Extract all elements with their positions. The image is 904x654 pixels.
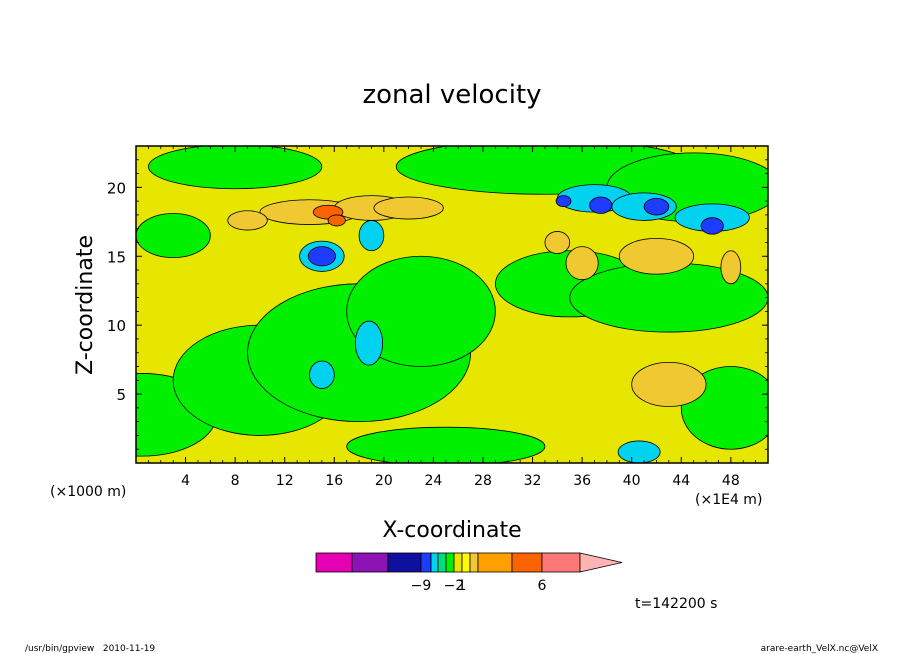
- colorbar-label: 6: [538, 578, 547, 594]
- colorbar-segment: [437, 552, 447, 573]
- red-region: [327, 214, 346, 227]
- x-tick-label: 36: [573, 473, 591, 489]
- x-unit-label: (×1E4 m): [695, 492, 762, 508]
- colorbar-label: 1: [458, 578, 467, 594]
- time-label: t=142200 s: [635, 596, 717, 612]
- colorbar-segment: [511, 552, 543, 573]
- y-unit-label: (×1000 m): [50, 484, 126, 500]
- orange-region: [544, 231, 571, 254]
- x-tick-label: 16: [325, 473, 343, 489]
- x-tick-label: 44: [672, 473, 690, 489]
- plot-frame: [135, 145, 769, 464]
- green-region: [136, 213, 211, 259]
- x-tick-label: 8: [231, 473, 240, 489]
- y-tick-label: 20: [107, 179, 126, 197]
- x-tick-label: 20: [375, 473, 393, 489]
- x-tick-label: 40: [623, 473, 641, 489]
- y-axis-title: Z-coordinate: [73, 235, 98, 375]
- colorbar-segment: [387, 552, 422, 573]
- orange-region: [618, 237, 695, 275]
- footer-right-note: arare-earth_VelX.nc@VelX: [761, 644, 878, 654]
- blue-region: [555, 195, 572, 208]
- x-tick-label: 24: [424, 473, 442, 489]
- colorbar-segment: [420, 552, 432, 573]
- y-tick-label: 5: [116, 386, 126, 404]
- chart-title: zonal velocity: [362, 80, 541, 110]
- orange-region: [227, 210, 268, 231]
- colorbar: −9 −21 6: [315, 552, 623, 594]
- x-tick-label: 4: [181, 473, 190, 489]
- x-axis: 4 8 12 16 20 24 28 32 36 40 44 48: [147, 146, 757, 489]
- colorbar-segment: [445, 552, 455, 573]
- colorbar-segment: [351, 552, 389, 573]
- x-tick-label: 48: [722, 473, 740, 489]
- contour-field: [136, 146, 768, 463]
- blue-region: [589, 196, 613, 214]
- orange-region: [565, 246, 599, 281]
- colorbar-segment: [541, 552, 581, 573]
- x-tick-label: 32: [524, 473, 542, 489]
- colorbar-segment: [461, 552, 471, 573]
- cyan-region: [309, 360, 335, 389]
- green-region: [346, 255, 496, 367]
- colorbar-extension-arrow: [579, 552, 623, 573]
- colorbar-segment: [453, 552, 463, 573]
- footer-left-note: /usr/bin/gpview 2010-11-19: [25, 644, 155, 654]
- colorbar-label: −2: [444, 578, 465, 594]
- blue-region: [700, 217, 724, 235]
- blue-region: [643, 197, 670, 216]
- colorbar-segment: [477, 552, 513, 573]
- green-region: [148, 146, 323, 190]
- cyan-region: [354, 320, 384, 366]
- y-tick-label: 15: [107, 248, 126, 266]
- x-tick-label: 28: [474, 473, 492, 489]
- blue-region: [307, 246, 336, 267]
- cyan-region: [617, 440, 661, 463]
- green-region: [346, 426, 546, 463]
- x-axis-title: X-coordinate: [382, 518, 521, 543]
- y-tick-label: 10: [107, 317, 126, 335]
- colorbar-segment: [430, 552, 439, 573]
- x-tick-label: 12: [276, 473, 294, 489]
- colorbar-segment: [315, 552, 353, 573]
- y-axis: 5 10 15 20: [107, 159, 768, 450]
- colorbar-segment: [469, 552, 479, 573]
- orange-region: [373, 196, 444, 220]
- orange-region: [720, 250, 742, 285]
- colorbar-label: −9: [411, 578, 432, 594]
- orange-region: [631, 361, 707, 407]
- cyan-region: [358, 220, 385, 252]
